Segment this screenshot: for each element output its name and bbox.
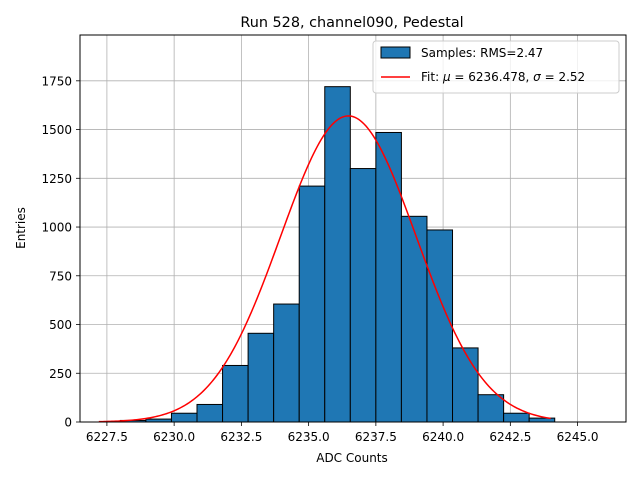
histogram-bar [222, 364, 249, 423]
y-tick-label: 750 [49, 269, 72, 283]
histogram-bar [400, 215, 428, 423]
y-tick-label: 1750 [41, 74, 72, 88]
y-tick-label: 500 [49, 318, 72, 332]
histogram-bar [477, 394, 505, 423]
histogram-bar [273, 303, 300, 423]
histogram-bar [375, 131, 402, 423]
y-tick-label: 0 [64, 416, 72, 430]
legend-label-samples: Samples: RMS=2.47 [421, 46, 543, 60]
fit-mu-symbol: μ [442, 70, 451, 84]
legend-label-fit: Fit: μ = 6236.478, σ = 2.52 [421, 70, 585, 84]
histogram-bar [247, 332, 275, 423]
x-tick-label: 6227.5 [86, 430, 128, 444]
x-tick-label: 6232.5 [220, 430, 262, 444]
histogram-bar [170, 412, 198, 423]
fit-label-prefix: Fit: [421, 70, 443, 84]
fit-sigma-symbol: σ [533, 70, 541, 84]
x-tick-label: 6240.0 [422, 430, 464, 444]
fit-sigma-value: = 2.52 [541, 70, 585, 84]
x-axis-label: ADC Counts [316, 451, 388, 465]
legend-patch-samples [380, 46, 411, 59]
plot-frame [79, 34, 627, 423]
histogram-bar [426, 229, 454, 423]
x-tick-label: 6245.0 [557, 430, 599, 444]
histogram-bar [503, 412, 530, 423]
histogram-bar [452, 347, 479, 423]
histogram-bar [528, 417, 556, 423]
x-tick-label: 6230.0 [153, 430, 195, 444]
y-tick-label: 1000 [41, 221, 72, 235]
histogram-bar [196, 403, 224, 423]
x-tick-label: 6237.5 [355, 430, 397, 444]
histogram-bar [349, 168, 377, 423]
fit-mu-value: = 6236.478, [451, 70, 534, 84]
x-tick-label: 6242.5 [489, 430, 531, 444]
histogram-bar [324, 86, 351, 423]
y-axis-ticks: 0 250 500 750 1000 1250 1500 1750 [41, 74, 80, 430]
y-tick-label: 1500 [41, 123, 72, 137]
histogram-bars [119, 86, 556, 423]
x-axis-ticks: 6227.5 6230.0 6232.5 6235.0 6237.5 6240.0 6242… [86, 422, 599, 444]
chart-title: Run 528, channel090, Pedestal [240, 15, 463, 31]
legend-frame [372, 40, 620, 94]
y-tick-label: 1250 [41, 172, 72, 186]
legend: Samples: RMS=2.47 Fit: μ = 6236.478, σ =… [372, 40, 620, 94]
y-axis-label: Entries [14, 207, 28, 249]
x-tick-label: 6235.0 [288, 430, 330, 444]
fit-curve [98, 115, 551, 423]
y-tick-label: 250 [49, 367, 72, 381]
histogram-bar [298, 185, 326, 423]
